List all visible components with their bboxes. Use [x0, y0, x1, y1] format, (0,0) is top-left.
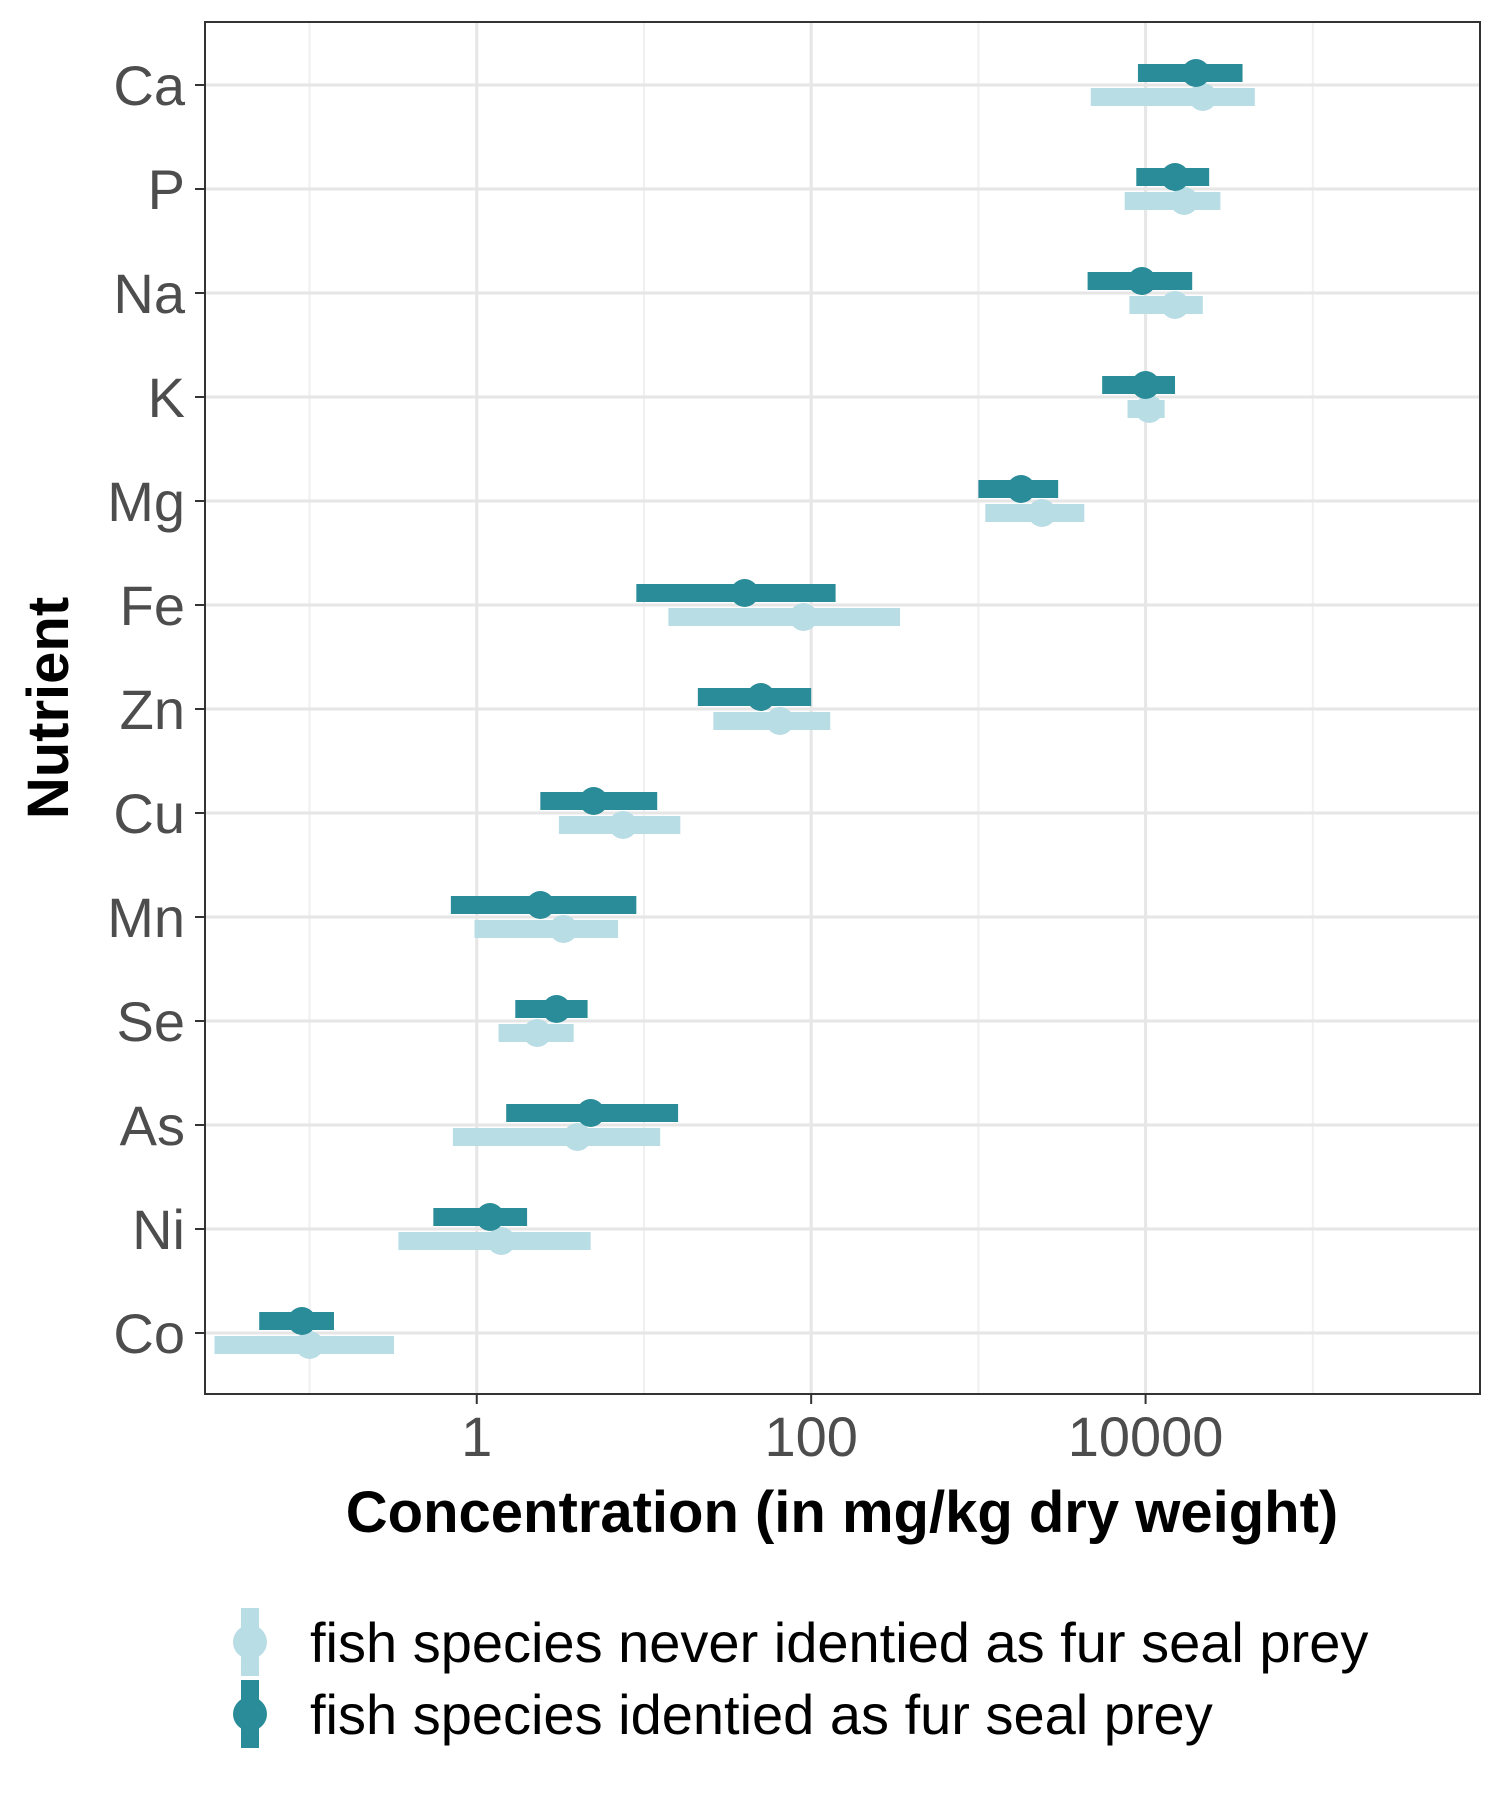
- point-estimate: [1007, 475, 1036, 503]
- point-estimate: [487, 1227, 516, 1255]
- point-estimate: [609, 811, 638, 839]
- y-axis-title: Nutrient: [16, 597, 81, 819]
- point-estimate: [287, 1307, 316, 1335]
- point-estimate: [295, 1331, 324, 1359]
- y-tick-label: Cu: [113, 782, 185, 845]
- y-tick-label: As: [120, 1094, 185, 1157]
- point-estimate: [1181, 59, 1210, 87]
- legend-key: [233, 1608, 267, 1676]
- point-estimate: [1170, 187, 1199, 215]
- grid-layer: [205, 22, 1480, 1394]
- interval-bar: [668, 608, 901, 626]
- point-estimate: [549, 915, 578, 943]
- point-estimate: [1161, 291, 1190, 319]
- point-estimate: [1161, 163, 1190, 191]
- point-estimate: [789, 603, 818, 631]
- series-group: [214, 83, 1255, 1359]
- y-tick-label: Fe: [120, 574, 185, 637]
- y-tick-label: Se: [117, 990, 186, 1053]
- series-layer: [214, 59, 1255, 1359]
- point-estimate: [576, 1099, 605, 1127]
- y-tick-label: Mg: [107, 470, 185, 533]
- point-estimate: [1027, 499, 1056, 527]
- x-tick-label: 1: [461, 1405, 492, 1468]
- legend-key: [233, 1680, 267, 1748]
- interval-bar: [1090, 88, 1255, 106]
- x-tick-label: 100: [764, 1405, 857, 1468]
- legend: fish species never identied as fur seal …: [233, 1608, 1368, 1748]
- point-estimate: [563, 1123, 592, 1151]
- point-estimate: [746, 683, 775, 711]
- y-tick-label: Ca: [113, 54, 185, 117]
- y-tick-label: Mn: [107, 886, 185, 949]
- x-tick-label: 10000: [1068, 1405, 1224, 1468]
- y-tick-label: Co: [113, 1302, 185, 1365]
- point-estimate: [475, 1203, 504, 1231]
- y-tick-label: Ni: [132, 1198, 185, 1261]
- interval-bar: [452, 1128, 661, 1146]
- point-estimate: [1135, 395, 1164, 423]
- legend-key-dot: [233, 1625, 267, 1659]
- y-tick-label: Na: [113, 262, 185, 325]
- point-estimate: [1127, 267, 1156, 295]
- x-axis-title: Concentration (in mg/kg dry weight): [346, 1480, 1338, 1545]
- point-estimate: [579, 787, 608, 815]
- axis-layer: Ca P Na K Mg Fe Zn Cu Mn Se As Ni Co 1 100 10000: [107, 54, 1223, 1468]
- point-estimate: [730, 579, 759, 607]
- legend-label: fish species identied as fur seal prey: [310, 1683, 1213, 1746]
- legend-label: fish species never identied as fur seal …: [310, 1611, 1368, 1674]
- point-estimate: [1131, 371, 1160, 399]
- point-estimate: [1188, 83, 1217, 111]
- interval-bar: [474, 920, 619, 938]
- point-estimate: [542, 995, 571, 1023]
- series-group: [259, 59, 1243, 1335]
- point-estimate: [523, 1019, 552, 1047]
- y-tick-label: P: [148, 158, 185, 221]
- y-tick-label: Zn: [120, 678, 185, 741]
- legend-key-dot: [233, 1697, 267, 1731]
- y-tick-label: K: [148, 366, 185, 429]
- point-estimate: [765, 707, 794, 735]
- point-estimate: [526, 891, 555, 919]
